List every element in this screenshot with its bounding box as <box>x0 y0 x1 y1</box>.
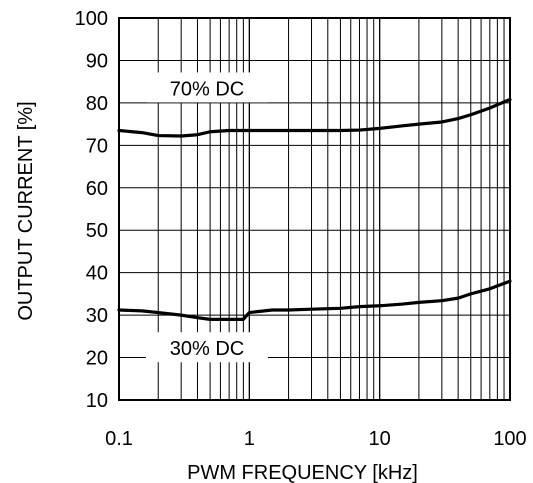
y-tick-label: 10 <box>86 390 108 412</box>
x-tick-label: 1 <box>244 428 255 450</box>
y-tick-label: 80 <box>86 93 108 115</box>
annotation-background <box>146 332 268 363</box>
series-line-thirty-dc <box>117 279 512 321</box>
y-tick-label: 30 <box>86 305 108 327</box>
x-tick-label: 0.1 <box>105 428 133 450</box>
y-tick-labels: 10 20 30 40 50 60 70 80 90 100 <box>75 8 108 412</box>
labels-layer: 70% DC 30% DC <box>146 72 268 363</box>
y-tick-label: 50 <box>86 220 108 242</box>
plot-frame <box>118 17 511 401</box>
series-annotation-label: 30% DC <box>170 338 244 360</box>
x-tick-label: 10 <box>369 428 391 450</box>
annotation-background <box>146 72 268 103</box>
y-tick-label: 40 <box>86 263 108 285</box>
x-axis-label: PWM FREQUENCY [kHz] <box>187 462 418 483</box>
y-tick-label: 20 <box>86 348 108 370</box>
series-line-seventy-dc <box>117 97 512 138</box>
y-tick-label: 90 <box>86 50 108 72</box>
y-tick-label: 60 <box>86 178 108 200</box>
series-layer <box>117 97 512 321</box>
x-tick-labels: 0.1 1 10 100 <box>105 428 527 450</box>
y-tick-label: 70 <box>86 135 108 157</box>
y-axis-label: OUTPUT CURRENT [%] <box>15 101 37 320</box>
series-annotation-label: 70% DC <box>170 78 244 100</box>
y-tick-label: 100 <box>75 8 108 30</box>
x-tick-label: 100 <box>493 428 526 450</box>
